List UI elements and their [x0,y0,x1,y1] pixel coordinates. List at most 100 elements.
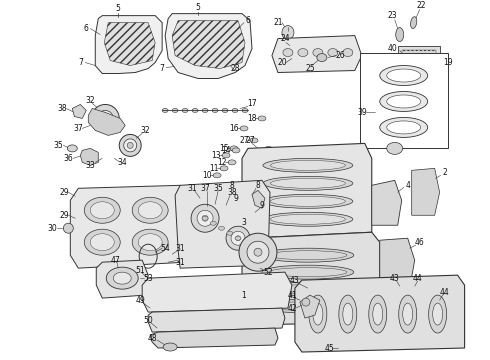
Ellipse shape [283,49,293,57]
Text: 29: 29 [59,188,69,197]
Ellipse shape [242,196,250,201]
Ellipse shape [313,49,323,57]
Ellipse shape [219,226,224,230]
Polygon shape [172,21,245,68]
Ellipse shape [236,236,241,241]
Text: 51: 51 [135,266,145,275]
Ellipse shape [262,265,354,279]
Text: 49: 49 [135,296,145,305]
Polygon shape [165,14,252,78]
Polygon shape [96,260,148,298]
Text: 34: 34 [117,158,127,167]
Text: 32: 32 [140,126,150,135]
Text: 15: 15 [219,144,229,153]
Text: 37: 37 [74,124,83,133]
Text: 9: 9 [234,194,239,203]
Ellipse shape [258,116,266,121]
Ellipse shape [369,295,387,333]
Ellipse shape [91,104,119,132]
Text: 37: 37 [200,184,210,193]
Ellipse shape [317,54,327,62]
Ellipse shape [63,223,74,233]
Ellipse shape [272,149,279,153]
Text: 33: 33 [85,161,95,170]
Text: 39: 39 [357,108,367,117]
Text: 6: 6 [245,16,250,25]
Ellipse shape [403,303,413,325]
Text: 20: 20 [277,58,287,67]
Polygon shape [88,108,125,135]
Text: 7: 7 [78,58,83,67]
Text: 10: 10 [202,171,212,180]
Text: 40: 40 [388,44,397,53]
Polygon shape [71,185,188,268]
Ellipse shape [399,295,416,333]
Text: 21: 21 [273,18,283,27]
Ellipse shape [270,160,345,170]
Ellipse shape [339,295,357,333]
Polygon shape [242,143,372,238]
Ellipse shape [262,248,354,262]
Ellipse shape [202,215,208,221]
Bar [360,53,448,148]
Ellipse shape [269,251,347,260]
Ellipse shape [210,221,216,225]
Text: 24: 24 [280,34,290,43]
Ellipse shape [263,212,353,226]
Text: 1: 1 [242,291,246,300]
Text: 32: 32 [85,96,95,105]
Text: 35: 35 [53,141,63,150]
Ellipse shape [202,108,208,112]
Text: 29: 29 [59,211,69,220]
Text: 31: 31 [175,244,185,253]
Polygon shape [150,328,278,348]
Polygon shape [80,148,98,165]
Ellipse shape [132,229,168,255]
Text: 46: 46 [415,238,424,247]
Ellipse shape [222,153,230,158]
Text: 45: 45 [325,343,335,352]
Text: 5: 5 [196,3,200,12]
Ellipse shape [67,145,77,152]
Ellipse shape [138,202,162,219]
Polygon shape [142,272,292,312]
Ellipse shape [280,152,288,157]
Ellipse shape [270,178,345,188]
Ellipse shape [263,158,353,172]
Ellipse shape [270,214,345,224]
Text: 36: 36 [63,154,73,163]
Polygon shape [252,190,265,208]
Text: 7: 7 [160,64,165,73]
Ellipse shape [220,166,228,171]
Ellipse shape [197,210,213,226]
Text: 43: 43 [290,276,300,285]
Ellipse shape [269,302,347,311]
Ellipse shape [304,161,311,165]
Text: 27: 27 [239,136,249,145]
Text: 31: 31 [187,184,197,193]
Ellipse shape [269,285,347,294]
Ellipse shape [373,303,383,325]
Ellipse shape [289,155,295,159]
Ellipse shape [282,26,294,40]
Ellipse shape [230,146,238,151]
Ellipse shape [212,108,218,112]
Ellipse shape [263,176,353,190]
Text: 31: 31 [175,258,185,267]
Text: 44: 44 [413,274,422,283]
Text: 42: 42 [288,303,298,312]
Polygon shape [242,232,380,325]
Text: 38: 38 [57,104,67,113]
Text: 12: 12 [217,158,227,167]
Text: 41: 41 [288,291,298,300]
Ellipse shape [250,138,258,143]
Text: 17: 17 [247,99,257,108]
Ellipse shape [235,236,241,240]
Text: 13: 13 [211,151,221,160]
Text: 4: 4 [405,181,410,190]
Ellipse shape [262,282,354,296]
Text: 25: 25 [305,64,315,73]
Text: 26: 26 [335,51,344,60]
Ellipse shape [119,134,141,156]
Ellipse shape [90,202,114,219]
